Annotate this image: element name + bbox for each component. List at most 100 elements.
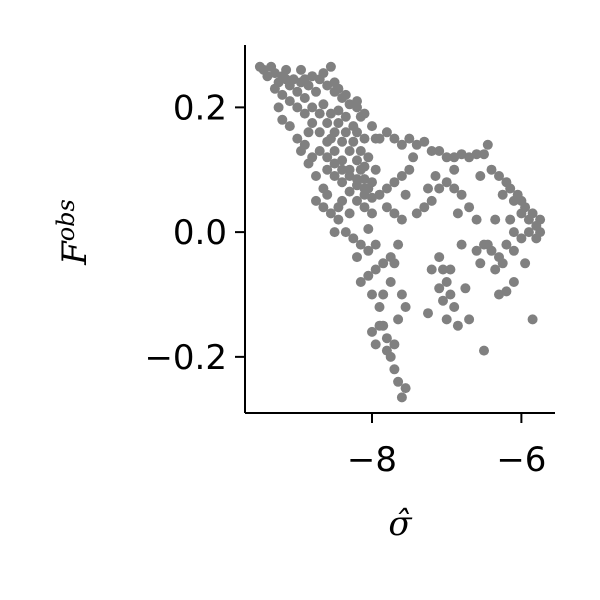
data-point-88 xyxy=(359,133,370,144)
data-point-115 xyxy=(516,233,527,244)
data-point-85 xyxy=(340,89,351,100)
data-point-137 xyxy=(389,208,400,219)
data-point-217 xyxy=(370,339,381,350)
data-point-146 xyxy=(374,302,385,312)
data-point-218 xyxy=(381,345,392,356)
data-point-17 xyxy=(318,99,329,110)
data-point-192 xyxy=(333,83,344,94)
data-point-45 xyxy=(307,71,318,82)
data-point-174 xyxy=(527,314,538,325)
data-point-12 xyxy=(299,93,310,103)
data-point-176 xyxy=(460,283,471,294)
data-point-126 xyxy=(441,177,452,188)
data-point-68 xyxy=(359,189,370,200)
data-point-215 xyxy=(337,195,348,206)
data-point-130 xyxy=(411,208,422,219)
data-point-157 xyxy=(389,258,400,269)
data-point-153 xyxy=(400,383,411,394)
data-point-186 xyxy=(408,152,419,163)
data-point-31 xyxy=(277,89,288,100)
data-point-187 xyxy=(400,189,411,200)
y-tick-label-0: 0.2 xyxy=(173,88,227,128)
data-point-213 xyxy=(352,252,362,263)
data-point-230 xyxy=(490,214,501,225)
data-point-75 xyxy=(355,239,366,250)
data-point-201 xyxy=(322,189,333,200)
data-point-32 xyxy=(284,96,295,107)
data-point-25 xyxy=(348,136,359,147)
data-point-81 xyxy=(284,121,295,132)
data-point-84 xyxy=(307,152,318,163)
data-point-123 xyxy=(464,202,475,213)
data-point-66 xyxy=(344,171,355,181)
data-point-53 xyxy=(367,121,377,132)
x-ticks: −8 −6 xyxy=(347,413,546,480)
data-point-65 xyxy=(337,164,348,175)
data-point-198 xyxy=(303,127,314,138)
data-point-151 xyxy=(393,376,404,387)
data-point-148 xyxy=(381,333,392,344)
data-point-86 xyxy=(352,102,362,113)
data-point-99 xyxy=(441,152,452,163)
data-point-97 xyxy=(426,146,437,156)
data-point-180 xyxy=(516,195,527,206)
data-point-76 xyxy=(363,245,374,256)
data-point-197 xyxy=(277,114,288,125)
data-point-190 xyxy=(325,61,336,72)
data-point-82 xyxy=(292,133,303,144)
data-point-181 xyxy=(535,214,546,225)
data-point-69 xyxy=(311,195,321,206)
data-point-133 xyxy=(389,177,400,188)
data-point-58 xyxy=(344,186,355,197)
data-point-182 xyxy=(505,214,516,225)
data-point-232 xyxy=(505,183,516,194)
data-point-204 xyxy=(340,111,351,122)
data-point-167 xyxy=(475,258,486,269)
data-point-166 xyxy=(471,245,482,256)
data-point-141 xyxy=(378,258,389,269)
data-point-224 xyxy=(426,264,437,275)
data-point-33 xyxy=(292,102,303,113)
data-point-152 xyxy=(396,392,407,403)
data-point-89 xyxy=(363,152,374,163)
data-point-132 xyxy=(396,171,407,181)
data-point-193 xyxy=(318,68,329,79)
data-point-26 xyxy=(352,155,362,166)
data-point-35 xyxy=(307,118,318,128)
data-point-169 xyxy=(479,345,489,356)
data-point-189 xyxy=(430,171,441,181)
data-point-59 xyxy=(352,195,362,206)
data-point-36 xyxy=(314,127,325,138)
data-point-16 xyxy=(314,108,325,119)
data-point-223 xyxy=(423,308,433,319)
data-point-96 xyxy=(419,136,430,147)
y-axis-label-sup: obs xyxy=(52,199,80,241)
data-point-90 xyxy=(374,133,385,144)
data-point-214 xyxy=(344,208,355,219)
data-point-219 xyxy=(389,339,400,350)
data-point-28 xyxy=(359,174,370,185)
data-point-119 xyxy=(490,264,501,275)
data-point-194 xyxy=(296,64,306,75)
data-point-22 xyxy=(337,136,348,147)
data-point-229 xyxy=(482,239,493,250)
x-tick-label-1: −6 xyxy=(496,440,546,480)
data-point-103 xyxy=(471,149,482,160)
data-point-177 xyxy=(527,208,538,219)
data-point-136 xyxy=(381,202,392,213)
data-point-195 xyxy=(281,74,292,85)
data-point-106 xyxy=(494,171,504,181)
data-point-127 xyxy=(434,183,445,194)
data-point-144 xyxy=(355,277,366,287)
data-point-18 xyxy=(322,118,333,128)
data-point-23 xyxy=(340,127,351,138)
data-point-38 xyxy=(329,146,340,156)
y-axis-label: Fobs xyxy=(52,199,95,266)
data-point-226 xyxy=(449,164,460,175)
data-point-134 xyxy=(381,183,392,194)
data-point-43 xyxy=(367,192,377,203)
data-point-14 xyxy=(307,102,318,113)
data-point-73 xyxy=(340,227,351,238)
data-point-183 xyxy=(497,258,508,269)
data-point-171 xyxy=(501,286,512,297)
